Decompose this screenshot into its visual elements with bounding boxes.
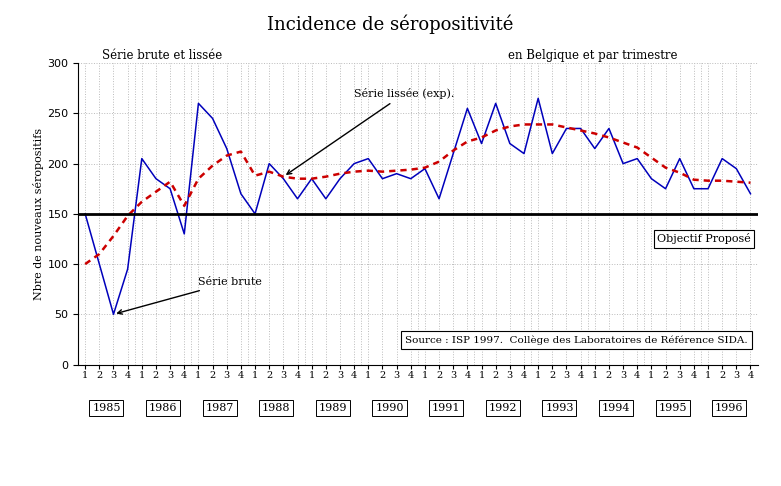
- Text: Série lissée (exp).: Série lissée (exp).: [287, 88, 455, 174]
- Y-axis label: Nbre de nouveaux séropositifs: Nbre de nouveaux séropositifs: [34, 128, 45, 300]
- Text: 1995: 1995: [658, 403, 686, 413]
- Text: 1994: 1994: [602, 403, 630, 413]
- Text: Objectif Proposé: Objectif Proposé: [657, 233, 751, 244]
- Text: 1993: 1993: [545, 403, 573, 413]
- Text: Incidence de séropositivité: Incidence de séropositivité: [267, 15, 514, 34]
- Text: 1986: 1986: [149, 403, 177, 413]
- Text: 1987: 1987: [205, 403, 234, 413]
- Text: 1985: 1985: [92, 403, 120, 413]
- Text: 1989: 1989: [319, 403, 347, 413]
- Text: Série brute et lissée: Série brute et lissée: [102, 49, 222, 62]
- Text: en Belgique et par trimestre: en Belgique et par trimestre: [508, 49, 677, 62]
- Text: 1992: 1992: [489, 403, 517, 413]
- Text: 1988: 1988: [262, 403, 291, 413]
- Text: Source : ISP 1997.  Collège des Laboratoires de Référence SIDA.: Source : ISP 1997. Collège des Laboratoi…: [405, 335, 747, 345]
- Text: 1996: 1996: [715, 403, 744, 413]
- Text: Série brute: Série brute: [118, 277, 262, 314]
- Text: 1990: 1990: [376, 403, 404, 413]
- Text: 1991: 1991: [432, 403, 460, 413]
